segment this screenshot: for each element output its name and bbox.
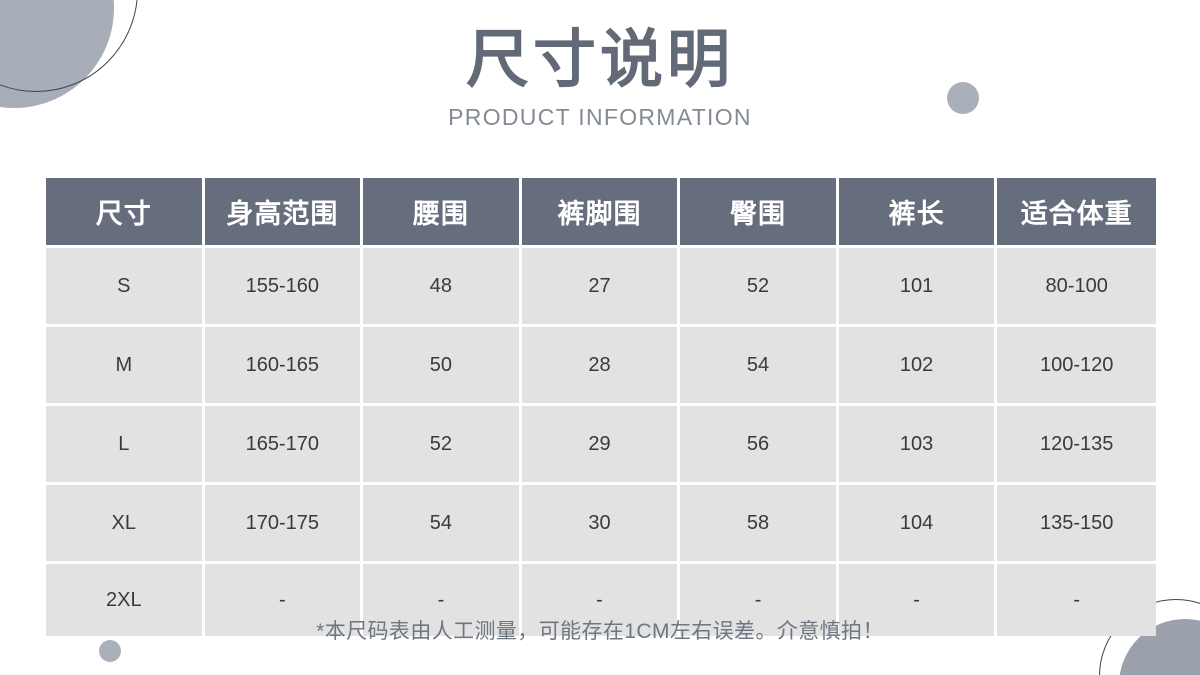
column-header-pant-length: 裤长 (838, 178, 998, 248)
cell-height-range: 165-170 (204, 406, 364, 485)
cell-pant-length: 104 (838, 485, 998, 564)
table-row: S 155-160 48 27 52 101 80-100 (46, 248, 1156, 327)
cell-size: 2XL (46, 564, 205, 636)
cell-leg-opening: 29 (521, 406, 681, 485)
cell-waist: 54 (363, 485, 522, 564)
cell-height-range: 155-160 (204, 248, 364, 327)
cell-leg-opening: 28 (521, 327, 681, 406)
column-header-waist: 腰围 (363, 178, 522, 248)
cell-suitable-weight: 80-100 (997, 248, 1156, 327)
size-chart-table: 尺寸 身高范围 腰围 裤脚围 臀围 裤长 适合体重 S 155-160 48 2… (46, 178, 1156, 636)
table-body: S 155-160 48 27 52 101 80-100 M 160-165 … (46, 248, 1156, 636)
table-header-row: 尺寸 身高范围 腰围 裤脚围 臀围 裤长 适合体重 (46, 178, 1156, 248)
cell-waist: - (363, 564, 522, 636)
cell-pant-length: 102 (838, 327, 998, 406)
cell-hip: - (680, 564, 839, 636)
cell-waist: 52 (363, 406, 522, 485)
cell-hip: 52 (680, 248, 839, 327)
table-header: 尺寸 身高范围 腰围 裤脚围 臀围 裤长 适合体重 (46, 178, 1156, 248)
cell-leg-opening: 27 (521, 248, 681, 327)
cell-leg-opening: 30 (521, 485, 681, 564)
cell-size: XL (46, 485, 205, 564)
cell-size: M (46, 327, 205, 406)
cell-pant-length: 101 (838, 248, 998, 327)
cell-hip: 56 (680, 406, 839, 485)
column-header-height-range: 身高范围 (204, 178, 364, 248)
cell-waist: 50 (363, 327, 522, 406)
cell-pant-length: - (838, 564, 998, 636)
page-title: 尺寸说明 (466, 25, 734, 95)
column-header-size: 尺寸 (46, 178, 205, 248)
cell-waist: 48 (363, 248, 522, 327)
cell-height-range: 170-175 (204, 485, 364, 564)
cell-size: S (46, 248, 205, 327)
heading-block: 尺寸说明 PRODUCT INFORMATION (0, 26, 1200, 131)
cell-suitable-weight: - (997, 564, 1156, 636)
cell-size: L (46, 406, 205, 485)
table-row: 2XL - - - - - - (46, 564, 1156, 636)
cell-pant-length: 103 (838, 406, 998, 485)
page-subtitle: PRODUCT INFORMATION (448, 104, 752, 131)
table-row: M 160-165 50 28 54 102 100-120 (46, 327, 1156, 406)
cell-suitable-weight: 120-135 (997, 406, 1156, 485)
cell-height-range: 160-165 (204, 327, 364, 406)
table-row: L 165-170 52 29 56 103 120-135 (46, 406, 1156, 485)
measurement-disclaimer: *本尺码表由人工测量，可能存在1CM左右误差。介意慎拍！ (316, 620, 884, 643)
cell-suitable-weight: 135-150 (997, 485, 1156, 564)
column-header-leg-opening: 裤脚围 (521, 178, 681, 248)
cell-hip: 58 (680, 485, 839, 564)
column-header-suitable-weight: 适合体重 (997, 178, 1156, 248)
cell-hip: 54 (680, 327, 839, 406)
column-header-hip: 臀围 (680, 178, 839, 248)
cell-height-range: - (204, 564, 364, 636)
cell-suitable-weight: 100-120 (997, 327, 1156, 406)
table-row: XL 170-175 54 30 58 104 135-150 (46, 485, 1156, 564)
cell-leg-opening: - (521, 564, 681, 636)
